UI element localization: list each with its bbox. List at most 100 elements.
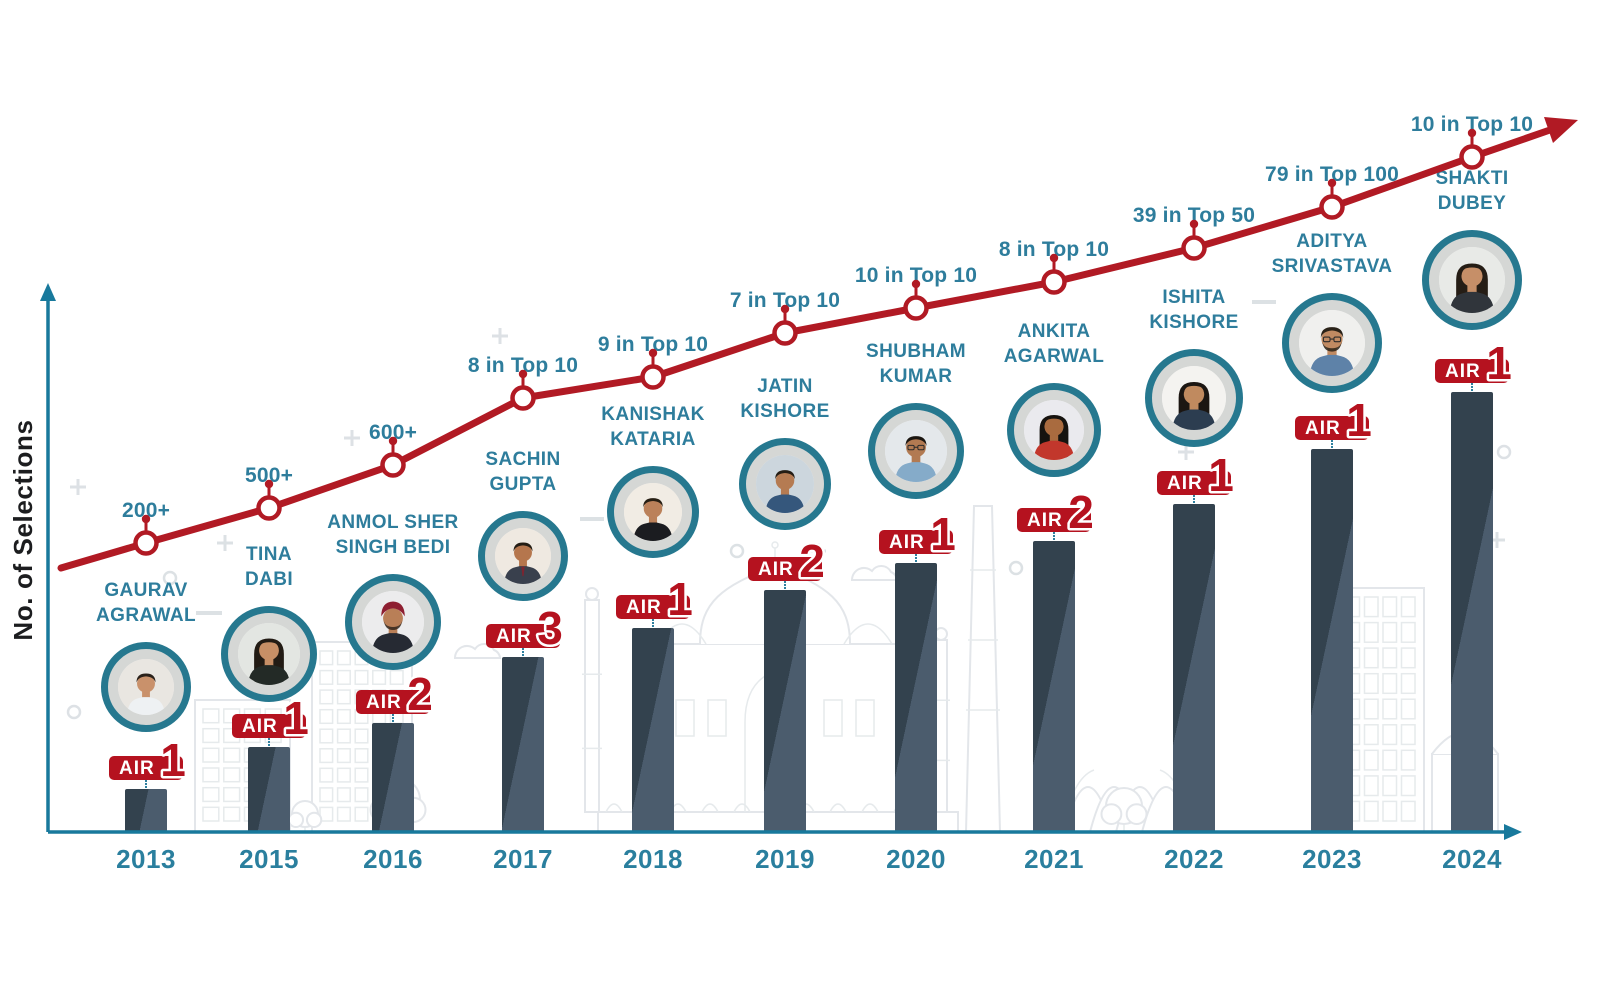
milestone-label: 600+	[368, 421, 418, 444]
svg-text:2: 2	[799, 535, 825, 581]
air-label: AIR	[626, 597, 662, 618]
year-label: 2023	[1302, 844, 1362, 874]
person-portrait-icon	[1024, 400, 1084, 460]
topper-name-line2: SINGH BEDI	[335, 537, 451, 558]
year-label: 2017	[493, 844, 553, 874]
badge-bar-connector	[784, 581, 786, 589]
year-label: 2022	[1164, 844, 1224, 874]
year-label: 2020	[886, 844, 946, 874]
air-rank-number: 3	[530, 600, 570, 657]
topper-name-line1: SACHIN	[485, 449, 561, 470]
milestone-label: 10 in Top 10	[854, 264, 978, 287]
air-rank-badge: AIR 1	[232, 690, 311, 747]
air-rank-badge: AIR 2	[356, 666, 435, 723]
topper-photo-frame	[221, 606, 317, 702]
topper-name: SHAKTI DUBEY	[1435, 166, 1508, 216]
air-label: AIR	[119, 758, 155, 779]
selections-bar	[1173, 504, 1215, 832]
badge-bar-connector	[915, 554, 917, 562]
milestone-label: 8 in Top 10	[467, 354, 579, 377]
air-rank-badge: AIR 2	[748, 533, 827, 590]
svg-text:2: 2	[1068, 486, 1094, 532]
topper-photo-frame	[607, 466, 699, 558]
air-rank-badge: AIR 1	[1157, 447, 1236, 504]
topper-name-line1: ADITYA	[1296, 231, 1368, 252]
badge-bar-connector	[1471, 383, 1473, 391]
air-label: AIR	[758, 559, 794, 580]
topper-name: SACHIN GUPTA	[485, 447, 560, 497]
y-axis-label: No. of Selections	[8, 419, 38, 641]
topper-photo-frame	[1422, 230, 1522, 330]
topper-photo-frame	[1007, 383, 1101, 477]
year-label: 2016	[363, 844, 423, 874]
air-rank-number: 1	[153, 732, 193, 789]
selections-bar	[895, 563, 937, 832]
person-portrait-icon	[885, 420, 947, 482]
air-label: AIR	[242, 716, 278, 737]
topper-name-line1: GAURAV	[104, 580, 188, 601]
air-rank-badge: AIR 2	[1017, 484, 1096, 541]
air-rank-number: 2	[1061, 484, 1101, 541]
topper-name-line1: SHAKTI	[1435, 168, 1509, 189]
topper-name-line2: GUPTA	[489, 474, 557, 495]
svg-text:1: 1	[160, 734, 186, 780]
topper-name-line1: ANKITA	[1017, 321, 1091, 342]
air-rank-badge: AIR 1	[616, 571, 695, 628]
air-rank-number: 1	[923, 506, 963, 563]
air-label: AIR	[1167, 473, 1203, 494]
selections-bar	[372, 723, 414, 832]
year-label: 2021	[1024, 844, 1084, 874]
badge-bar-connector	[522, 648, 524, 656]
svg-text:2: 2	[407, 668, 433, 714]
milestone-label: 500+	[244, 464, 294, 487]
badge-bar-connector	[1331, 440, 1333, 448]
milestone-label: 79 in Top 100	[1264, 163, 1400, 186]
badge-bar-connector	[1193, 495, 1195, 503]
air-label: AIR	[1305, 418, 1341, 439]
topper-name-line2: AGRAWAL	[96, 605, 196, 626]
badge-bar-connector	[652, 619, 654, 627]
topper-name-line2: AGARWAL	[1003, 346, 1105, 367]
person-portrait-icon	[238, 623, 300, 685]
topper-name: TINA DABI	[245, 542, 293, 592]
topper-photo-frame	[345, 574, 441, 670]
svg-text:1: 1	[283, 692, 309, 738]
topper-name-line1: KANISHAK	[601, 404, 705, 425]
person-portrait-icon	[1439, 247, 1505, 313]
milestone-label: 9 in Top 10	[597, 333, 709, 356]
person-portrait-icon	[1162, 366, 1226, 430]
air-label: AIR	[366, 692, 402, 713]
person-portrait-icon	[495, 528, 551, 584]
person-portrait-icon	[756, 455, 814, 513]
topper-name-line1: SHUBHAM	[866, 341, 966, 362]
selections-bar	[764, 590, 806, 832]
year-label: 2024	[1442, 844, 1502, 874]
selections-bar	[632, 628, 674, 832]
topper-name: ISHITA KISHORE	[1149, 285, 1238, 335]
topper-name-line1: ISHITA	[1162, 287, 1226, 308]
topper-name-line2: KATARIA	[610, 429, 696, 450]
air-rank-badge: AIR 1	[879, 506, 958, 563]
selections-bar	[1451, 392, 1493, 832]
svg-text:1: 1	[1486, 337, 1512, 383]
milestone-label: 10 in Top 10	[1410, 113, 1534, 136]
topper-name: GAURAV AGRAWAL	[96, 578, 196, 628]
topper-photo-frame	[868, 403, 964, 499]
selections-bar	[1033, 541, 1075, 832]
topper-photo-frame	[101, 642, 191, 732]
year-label: 2015	[239, 844, 299, 874]
person-portrait-icon	[118, 659, 174, 715]
topper-name-line2: KISHORE	[740, 401, 830, 422]
topper-name-line2: KISHORE	[1149, 312, 1239, 333]
milestone-label: 8 in Top 10	[998, 238, 1110, 261]
milestone-label: 7 in Top 10	[729, 289, 841, 312]
topper-photo-frame	[739, 438, 831, 530]
svg-text:1: 1	[667, 573, 693, 619]
topper-name: KANISHAK KATARIA	[601, 402, 704, 452]
air-rank-number: 2	[792, 533, 832, 590]
svg-text:1: 1	[1346, 394, 1372, 440]
topper-photo-frame	[478, 511, 568, 601]
selections-bar	[125, 789, 167, 832]
air-label: AIR	[1445, 361, 1481, 382]
